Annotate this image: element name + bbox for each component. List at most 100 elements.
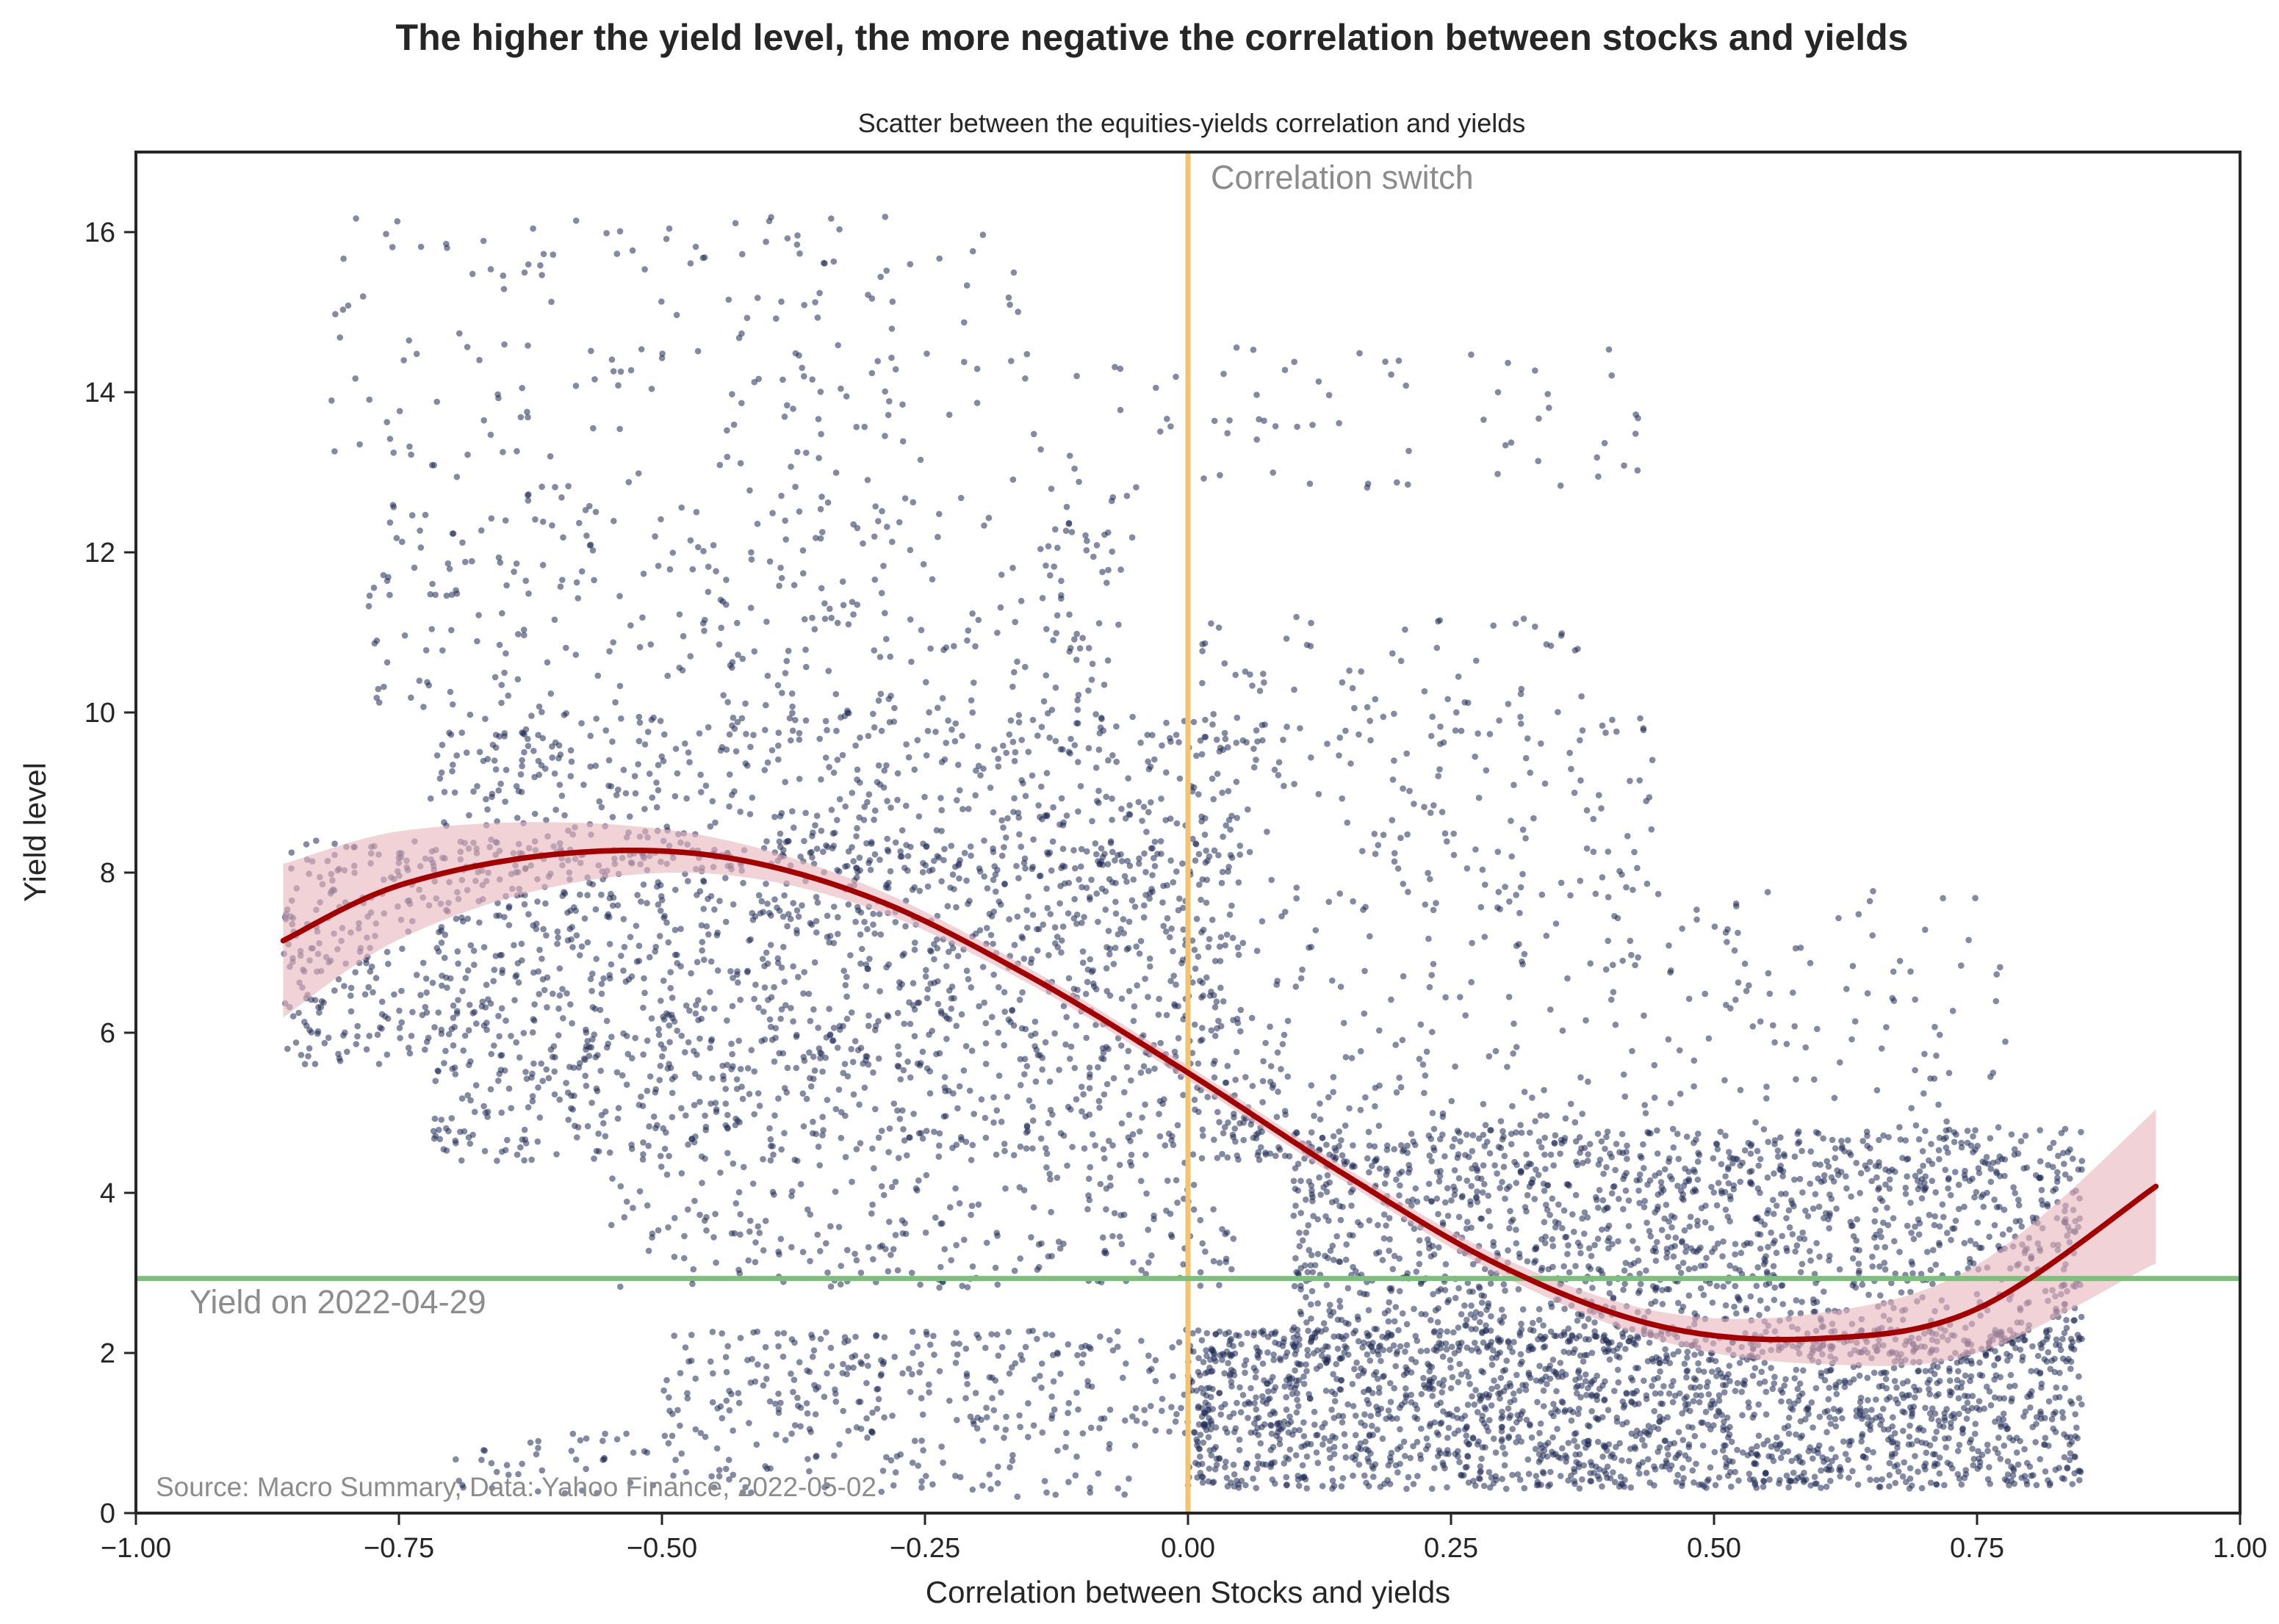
scatter-point [1463, 1131, 1470, 1138]
scatter-point [788, 463, 794, 470]
scatter-point [957, 494, 965, 502]
scatter-point [1082, 990, 1090, 997]
scatter-point [352, 969, 359, 975]
scatter-point [1737, 1086, 1744, 1094]
scatter-point [1722, 1133, 1729, 1139]
scatter-point [2037, 1127, 2043, 1133]
scatter-point [1046, 1170, 1053, 1177]
scatter-point [1253, 1131, 1260, 1138]
scatter-point [1427, 1317, 1434, 1324]
scatter-point [686, 1007, 693, 1014]
scatter-point [1944, 1230, 1951, 1236]
scatter-point [499, 967, 506, 973]
scatter-point [788, 1005, 794, 1011]
scatter-point [1354, 1313, 1361, 1320]
scatter-point [563, 644, 569, 652]
scatter-point [1393, 1089, 1400, 1096]
scatter-point [1936, 1031, 1943, 1039]
scatter-point [801, 969, 807, 975]
scatter-point [640, 1051, 647, 1058]
scatter-point [954, 1105, 961, 1112]
scatter-point [997, 604, 1004, 611]
scatter-point [794, 1158, 801, 1164]
scatter-point [1891, 1238, 1898, 1245]
scatter-point [1691, 1139, 1697, 1147]
scatter-point [1336, 1297, 1343, 1304]
scatter-point [702, 1127, 709, 1133]
scatter-point [861, 918, 868, 925]
scatter-point [894, 770, 901, 777]
scatter-point [1215, 1017, 1222, 1025]
scatter-point [1199, 1126, 1206, 1133]
scatter-point [941, 1246, 948, 1252]
scatter-point [452, 1071, 459, 1078]
scatter-point [1096, 1104, 1103, 1111]
scatter-point [592, 508, 600, 516]
scatter-point [1069, 1144, 1076, 1150]
scatter-point [1908, 1105, 1915, 1111]
scatter-point [745, 1257, 752, 1264]
scatter-point [990, 876, 997, 884]
scatter-point [1350, 1186, 1356, 1193]
scatter-point [1595, 1205, 1602, 1211]
scatter-point [811, 959, 818, 966]
scatter-point [1104, 657, 1112, 664]
scatter-point [1023, 1063, 1031, 1069]
scatter-point [556, 992, 564, 999]
scatter-point [306, 1045, 313, 1052]
scatter-point [1012, 748, 1019, 756]
scatter-point [632, 790, 639, 797]
scatter-point [1702, 1219, 1709, 1226]
scatter-point [827, 1223, 834, 1230]
scatter-point [1105, 928, 1112, 934]
scatter-point [536, 703, 543, 710]
scatter-point [853, 865, 860, 871]
scatter-point [1594, 454, 1600, 461]
scatter-point [1397, 1142, 1405, 1149]
scatter-point [425, 682, 432, 689]
scatter-point [1821, 1177, 1828, 1184]
scatter-point [560, 534, 566, 541]
scatter-point [1237, 1006, 1245, 1014]
scatter-point [544, 659, 551, 666]
scatter-point [303, 841, 310, 848]
scatter-point [1902, 1137, 1909, 1144]
scatter-point [582, 1056, 588, 1064]
scatter-point [835, 1086, 843, 1093]
scatter-point [600, 1120, 607, 1127]
scatter-point [1519, 958, 1525, 965]
scatter-point [1904, 1173, 1910, 1180]
scatter-point [751, 378, 758, 386]
scatter-point [1964, 1139, 1971, 1147]
scatter-point [501, 914, 508, 920]
scatter-point [1191, 1097, 1198, 1103]
scatter-point [1421, 688, 1428, 695]
scatter-point [1018, 737, 1025, 743]
scatter-point [1666, 1158, 1672, 1165]
scatter-point [591, 1006, 599, 1012]
scatter-point [587, 763, 594, 770]
scatter-point [372, 975, 380, 981]
scatter-point [725, 296, 732, 303]
scatter-point [1336, 1258, 1342, 1265]
scatter-point [1647, 1233, 1655, 1240]
scatter-point [722, 875, 729, 881]
scatter-point [1016, 1184, 1023, 1191]
scatter-point [857, 960, 864, 967]
scatter-point [1847, 1152, 1854, 1158]
scatter-point [1602, 1145, 1608, 1152]
scatter-point [501, 669, 508, 676]
scatter-point [863, 983, 870, 989]
scatter-point [883, 762, 890, 769]
scatter-point [618, 953, 624, 959]
scatter-point [1308, 1082, 1315, 1089]
scatter-point [1380, 1211, 1388, 1218]
scatter-point [1815, 1130, 1822, 1137]
scatter-point [1170, 948, 1176, 955]
scatter-point [1490, 1238, 1497, 1246]
scatter-point [1421, 1089, 1427, 1097]
scatter-point [1051, 940, 1059, 947]
scatter-point [636, 643, 644, 651]
scatter-point [936, 255, 943, 262]
scatter-point [1609, 716, 1616, 723]
